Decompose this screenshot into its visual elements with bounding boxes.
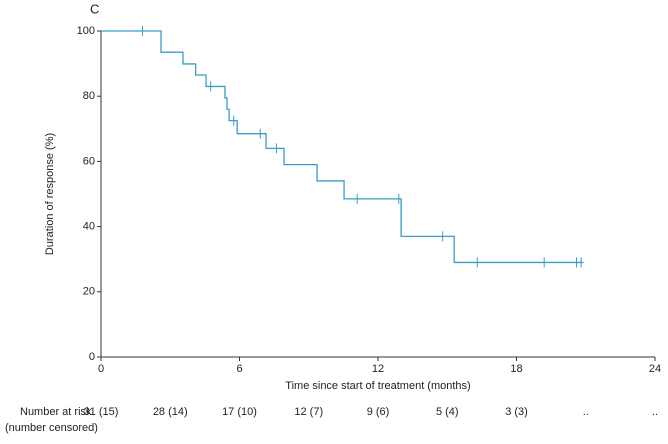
x-tick-label: 18 [510,363,522,375]
risk-count: 31 (15) [84,406,119,418]
risk-title: Number at risk [20,406,92,418]
x-tick-label: 0 [98,363,104,375]
risk-count: .. [652,406,658,418]
risk-count: .. [583,406,589,418]
survival-line [101,30,584,264]
y-axis-label: Duration of response (%) [44,133,56,255]
y-tick-label: 20 [83,286,95,298]
risk-count: 17 (10) [222,406,257,418]
x-axis-label: Time since start of treatment (months) [285,380,470,392]
risk-count: 9 (6) [367,406,390,418]
y-tick-label: 0 [89,351,95,363]
y-tick-label: 60 [83,155,95,167]
x-tick-label: 12 [372,363,384,375]
y-tick-label: 100 [77,25,95,37]
y-tick-label: 40 [83,221,95,233]
x-tick-label: 6 [236,363,242,375]
risk-count: 3 (3) [505,406,528,418]
panel-label: C [90,1,99,16]
risk-count: 12 (7) [294,406,323,418]
x-tick-label: 24 [649,363,661,375]
y-tick-label: 80 [83,90,95,102]
risk-count: 28 (14) [153,406,188,418]
risk-count: 5 (4) [436,406,459,418]
risk-subtitle: (number censored) [5,422,98,434]
